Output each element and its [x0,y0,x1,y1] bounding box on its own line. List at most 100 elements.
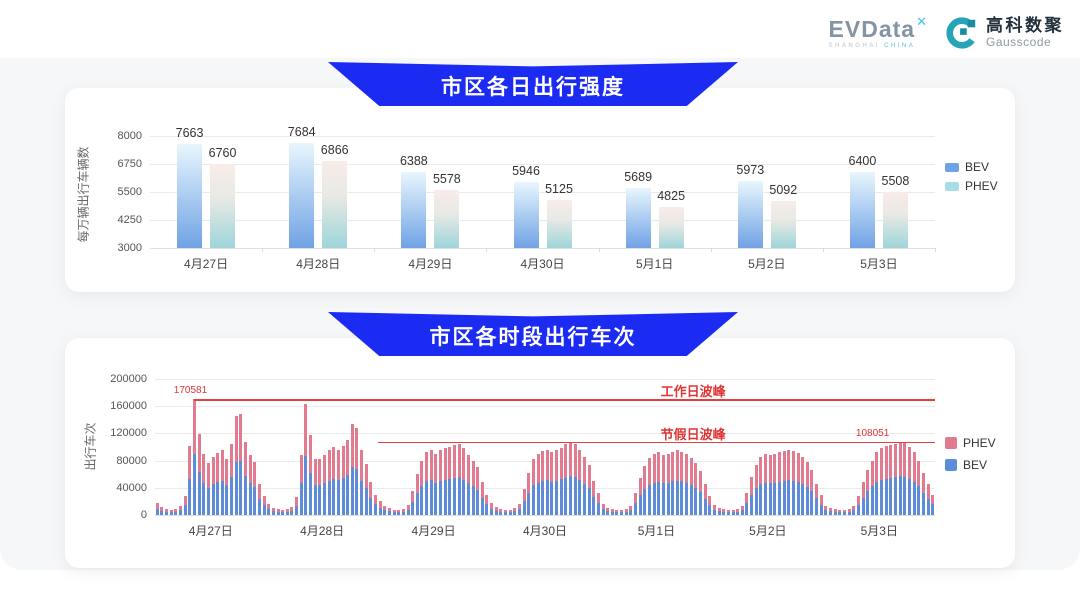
bev-segment[interactable] [276,511,280,515]
bev-segment[interactable] [926,498,930,515]
phev-segment[interactable] [847,508,851,512]
phev-segment[interactable] [810,470,814,492]
phev-segment[interactable] [406,504,410,510]
phev-segment[interactable] [773,453,777,483]
bev-segment[interactable] [643,489,647,515]
bev-segment[interactable] [360,480,364,515]
phev-segment[interactable] [912,452,916,482]
bev-segment[interactable] [374,504,378,515]
bev-segment[interactable] [346,475,350,515]
phev-segment[interactable] [559,447,563,480]
bev-segment[interactable] [160,510,164,515]
phev-segment[interactable] [448,447,452,479]
bev-segment[interactable] [671,481,675,515]
phev-segment[interactable] [192,399,196,454]
phev-segment[interactable] [606,507,610,512]
phev-segment[interactable] [401,508,405,512]
bev-segment[interactable] [318,485,322,515]
bev-segment[interactable] [652,482,656,515]
phev-segment[interactable] [155,502,159,509]
phev-segment[interactable] [768,455,772,484]
bev-segment[interactable] [397,512,401,515]
phev-segment[interactable] [647,457,651,485]
phev-segment[interactable] [689,457,693,485]
phev-bar[interactable] [770,201,796,248]
phev-segment[interactable] [931,494,935,505]
bev-segment[interactable] [894,477,898,515]
bev-segment[interactable] [601,509,605,515]
bev-segment[interactable] [805,486,809,515]
phev-segment[interactable] [907,447,911,479]
bev-segment[interactable] [731,512,735,515]
bev-segment[interactable] [290,510,294,515]
phev-segment[interactable] [629,505,633,510]
bev-segment[interactable] [253,486,257,515]
phev-segment[interactable] [587,464,591,489]
phev-segment[interactable] [336,449,340,481]
bev-segment[interactable] [206,487,210,515]
phev-segment[interactable] [852,506,856,511]
bev-segment[interactable] [587,488,591,515]
bev-segment[interactable] [202,482,206,515]
phev-segment[interactable] [582,456,586,485]
bev-segment[interactable] [271,511,275,515]
phev-segment[interactable] [378,501,382,508]
phev-segment[interactable] [740,505,744,510]
phev-bar[interactable] [210,163,236,248]
bev-segment[interactable] [726,512,730,515]
bev-segment[interactable] [425,481,429,515]
bev-segment[interactable] [555,480,559,515]
bev-bar[interactable] [737,181,763,248]
phev-segment[interactable] [884,446,888,479]
phev-segment[interactable] [466,455,470,484]
bev-segment[interactable] [564,477,568,515]
bev-segment[interactable] [536,482,540,515]
phev-segment[interactable] [569,442,573,477]
legend-item-phev[interactable]: PHEV [945,436,996,450]
bev-segment[interactable] [183,504,187,515]
bev-segment[interactable] [777,481,781,515]
bev-segment[interactable] [299,483,303,515]
bev-segment[interactable] [796,482,800,515]
bev-segment[interactable] [457,477,461,515]
phev-segment[interactable] [675,450,679,481]
bev-segment[interactable] [369,497,373,515]
bev-segment[interactable] [336,480,340,515]
bev-segment[interactable] [448,478,452,515]
phev-segment[interactable] [322,455,326,484]
phev-segment[interactable] [290,506,294,511]
bev-segment[interactable] [332,478,336,515]
bev-segment[interactable] [810,491,814,515]
bev-segment[interactable] [569,476,573,515]
bev-segment[interactable] [527,492,531,515]
legend-item-bev[interactable]: BEV [945,458,996,472]
phev-segment[interactable] [387,508,391,512]
phev-segment[interactable] [452,444,456,478]
bev-segment[interactable] [225,485,229,515]
bev-segment[interactable] [722,511,726,515]
bev-segment[interactable] [155,508,159,515]
bev-segment[interactable] [717,511,721,515]
bev-segment[interactable] [429,480,433,515]
phev-segment[interactable] [726,509,730,513]
bev-segment[interactable] [889,477,893,515]
phev-segment[interactable] [685,453,689,483]
bev-bar[interactable] [625,187,651,248]
phev-segment[interactable] [657,452,661,482]
phev-segment[interactable] [870,460,874,487]
phev-segment[interactable] [253,461,257,487]
phev-segment[interactable] [508,509,512,513]
phev-segment[interactable] [894,443,898,478]
phev-bar[interactable] [434,190,460,248]
bev-segment[interactable] [188,478,192,515]
phev-segment[interactable] [499,508,503,512]
phev-segment[interactable] [425,451,429,482]
phev-segment[interactable] [898,441,902,477]
bev-segment[interactable] [573,477,577,515]
bev-segment[interactable] [466,483,470,515]
legend-item-phev[interactable]: PHEV [945,179,998,193]
phev-segment[interactable] [206,463,210,488]
bev-segment[interactable] [267,509,271,515]
phev-segment[interactable] [921,472,925,493]
bev-segment[interactable] [782,481,786,515]
